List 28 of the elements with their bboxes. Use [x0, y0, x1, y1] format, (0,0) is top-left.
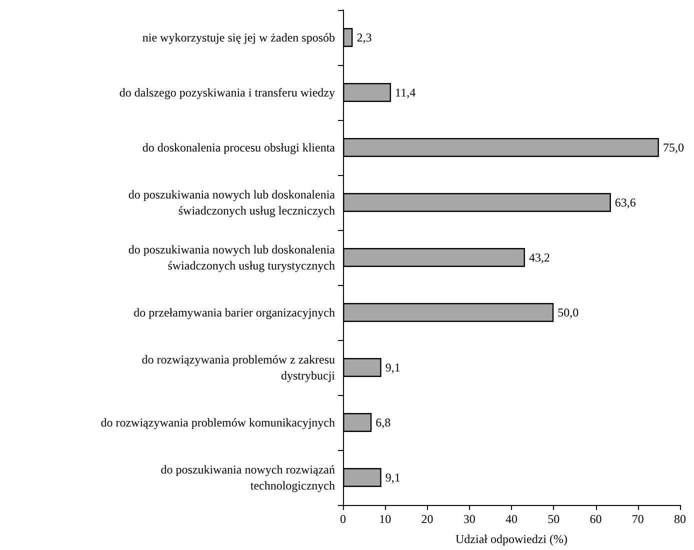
x-tick-label: 80 — [674, 512, 686, 526]
data-label: 43,2 — [528, 250, 550, 264]
data-label: 6,8 — [376, 416, 391, 430]
x-tick-label: 30 — [463, 512, 476, 526]
data-label: 63,6 — [614, 196, 636, 210]
x-tick-label: 40 — [506, 512, 518, 526]
y-tick-label: do przełamywania barier organizacyjnych — [134, 306, 335, 320]
x-tick-label: 50 — [548, 512, 560, 526]
data-label: 9,1 — [385, 470, 400, 484]
data-label: 11,4 — [395, 86, 416, 100]
x-tick-label: 60 — [590, 512, 602, 526]
data-label: 9,1 — [385, 360, 400, 374]
data-label: 75,0 — [662, 140, 684, 154]
y-tick-label: do rozwiązywania problemów z zakresu dystrybucji — [142, 352, 336, 382]
y-tick-label: do rozwiązywania problemów komunikacyjnych — [100, 416, 335, 430]
x-tick-label: 70 — [632, 512, 644, 526]
y-tick-label: do poszukiwania nowych lub doskonalenia świadczonych usług turystycznych — [128, 242, 336, 272]
y-tick-label: do poszukiwania nowych rozwiązań technologicznych — [160, 462, 335, 492]
x-tick-label: 0 — [340, 512, 346, 526]
y-tick-label: nie wykorzystuje się jej w żaden sposób — [142, 30, 335, 44]
data-label: 2,3 — [356, 30, 372, 44]
y-tick-label: do poszukiwania nowych lub doskonalenia świadczonych usług leczniczych — [128, 188, 336, 218]
x-tick-label: 20 — [421, 512, 434, 526]
x-axis-title: Udział odpowiedzi (%) — [456, 532, 568, 546]
y-tick-label: do doskonalenia procesu obsługi klienta — [142, 140, 336, 154]
y-tick-label: do dalszego pozyskiwania i transferu wiedzy — [119, 86, 335, 100]
x-tick-label: 10 — [379, 512, 392, 526]
data-label: 50,0 — [558, 306, 579, 320]
